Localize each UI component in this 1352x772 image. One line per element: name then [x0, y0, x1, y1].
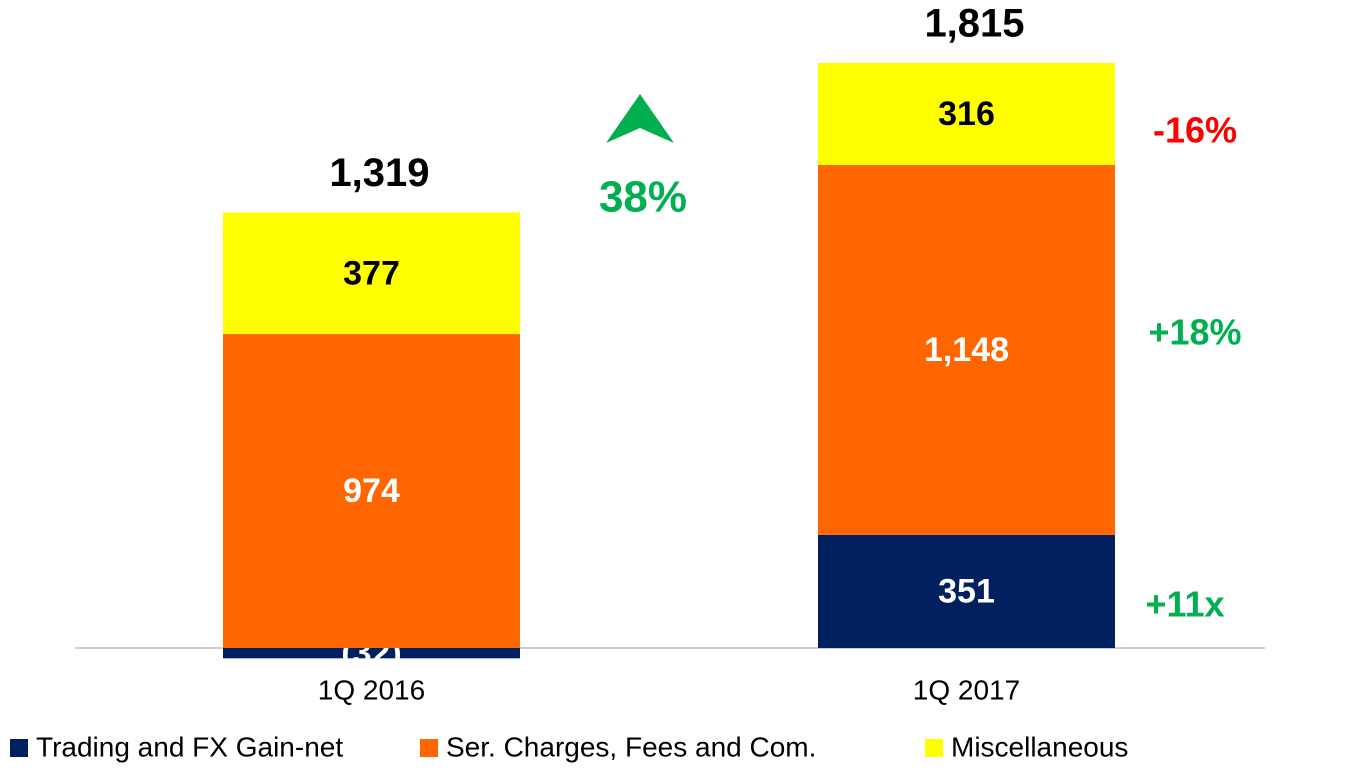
legend-label: Trading and FX Gain-net: [36, 731, 343, 762]
x-tick-label: 1Q 2016: [318, 674, 425, 705]
annotation: +18%: [1148, 312, 1241, 353]
legend-label: Ser. Charges, Fees and Com.: [446, 731, 816, 762]
value-label: 1,148: [924, 331, 1009, 369]
bar-segment: [818, 164, 1115, 535]
bar-segment: [223, 212, 520, 335]
value-label: 377: [343, 254, 400, 292]
bar-segment: [818, 534, 1115, 648]
legend-swatch: [10, 739, 28, 757]
up-arrow: [606, 94, 674, 143]
value-label: 316: [938, 95, 995, 133]
annotation: -16%: [1153, 110, 1237, 151]
legend-swatch: [420, 739, 438, 757]
annotation: +11x: [1145, 584, 1224, 625]
total-label: 1,815: [924, 2, 1024, 46]
legend-swatch: [925, 739, 943, 757]
total-label: 1,319: [329, 151, 429, 195]
bar-segment: [223, 648, 520, 659]
value-label: 351: [938, 572, 995, 610]
legend-label: Miscellaneous: [951, 731, 1128, 762]
x-tick-label: 1Q 2017: [913, 674, 1020, 705]
value-label: 974: [343, 472, 400, 510]
bar-segment: [818, 63, 1115, 165]
bar-segment: [223, 334, 520, 648]
annotation: 38%: [599, 173, 687, 222]
